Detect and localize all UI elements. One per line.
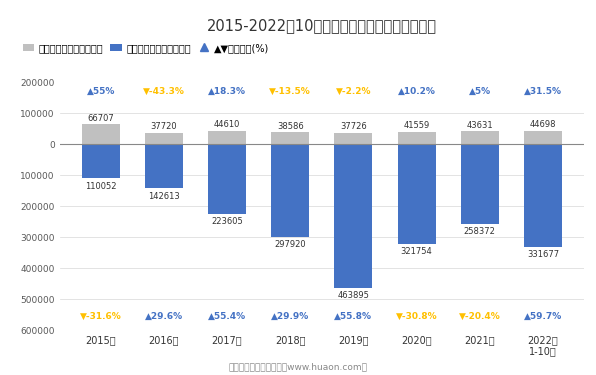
Bar <box>208 144 246 213</box>
Text: ▲31.5%: ▲31.5% <box>524 87 562 96</box>
Text: 258372: 258372 <box>464 227 496 236</box>
Text: 38586: 38586 <box>277 122 303 131</box>
Text: ▲29.9%: ▲29.9% <box>271 312 309 321</box>
Text: 37726: 37726 <box>340 123 367 132</box>
Text: 41559: 41559 <box>403 121 430 130</box>
Text: 321754: 321754 <box>401 247 433 256</box>
Bar <box>398 132 436 144</box>
Text: ▼-31.6%: ▼-31.6% <box>80 312 122 321</box>
Bar <box>334 133 372 144</box>
Bar <box>398 144 436 244</box>
Text: 223605: 223605 <box>211 217 243 226</box>
Text: ▼-2.2%: ▼-2.2% <box>336 87 371 96</box>
Bar <box>271 132 309 144</box>
Text: 463895: 463895 <box>337 291 370 300</box>
Text: ▼-43.3%: ▼-43.3% <box>143 87 185 96</box>
Text: 44610: 44610 <box>214 120 240 129</box>
Legend: 出口商品总値（万美元）, 进口商品总値（万美元）, ▲▼同比增长(%): 出口商品总値（万美元）, 进口商品总値（万美元）, ▲▼同比增长(%) <box>23 43 269 53</box>
Text: 44698: 44698 <box>530 120 556 129</box>
Text: 110052: 110052 <box>85 182 116 190</box>
Bar <box>82 144 120 178</box>
Bar <box>145 133 183 144</box>
Bar <box>524 130 562 144</box>
Text: ▲55.8%: ▲55.8% <box>334 312 372 321</box>
Bar <box>82 124 120 144</box>
Bar <box>334 144 372 288</box>
Text: 142613: 142613 <box>148 192 180 201</box>
Text: 331677: 331677 <box>527 250 559 259</box>
Text: ▲5%: ▲5% <box>468 87 491 96</box>
Text: 66707: 66707 <box>87 114 114 123</box>
Text: ▼-20.4%: ▼-20.4% <box>459 312 501 321</box>
Bar <box>461 131 499 144</box>
Bar <box>461 144 499 224</box>
Text: ▼-30.8%: ▼-30.8% <box>396 312 437 321</box>
Text: ▲18.3%: ▲18.3% <box>208 87 246 96</box>
Bar <box>524 144 562 247</box>
Text: ▲59.7%: ▲59.7% <box>524 312 562 321</box>
Text: ▲55.4%: ▲55.4% <box>208 312 246 321</box>
Text: 297920: 297920 <box>274 240 306 249</box>
Text: 43631: 43631 <box>467 121 493 130</box>
Bar <box>208 130 246 144</box>
Text: ▲55%: ▲55% <box>86 87 115 96</box>
Text: 制图：华经产业研究院（www.huaon.com）: 制图：华经产业研究院（www.huaon.com） <box>228 362 368 371</box>
Bar <box>145 144 183 189</box>
Text: ▼-13.5%: ▼-13.5% <box>269 87 311 96</box>
Text: 37720: 37720 <box>151 123 177 132</box>
Bar <box>271 144 309 237</box>
Text: ▲29.6%: ▲29.6% <box>145 312 183 321</box>
Title: 2015-2022年10月中国与加蓬进、出口商品总値: 2015-2022年10月中国与加蓬进、出口商品总値 <box>207 18 437 33</box>
Text: ▲10.2%: ▲10.2% <box>398 87 436 96</box>
